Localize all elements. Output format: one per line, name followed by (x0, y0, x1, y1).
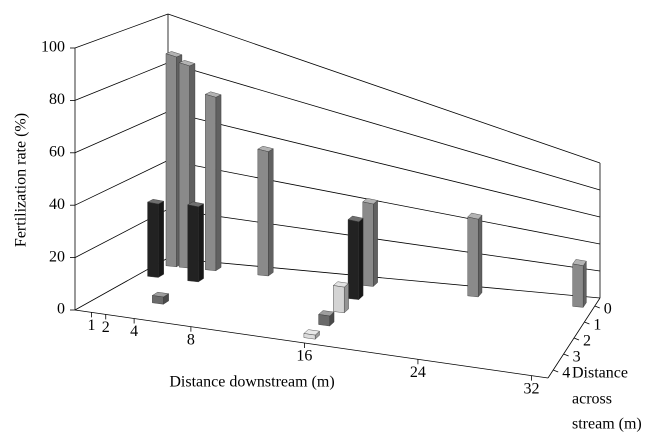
bar (467, 212, 483, 298)
x-tick-label: 24 (410, 364, 426, 381)
bar-front (205, 93, 217, 271)
z-tick (594, 305, 600, 309)
y-tick-label: 20 (49, 248, 65, 265)
bar-front (467, 216, 479, 298)
bar-front (303, 333, 316, 340)
z-tick-label: 4 (562, 365, 570, 382)
bar (151, 291, 170, 305)
bar-front (572, 263, 584, 308)
bar-side (478, 214, 483, 298)
grid-line (167, 257, 601, 299)
bar-front (147, 201, 159, 278)
grid-line (167, 13, 601, 164)
grid-line (74, 13, 169, 49)
grid-line (167, 111, 601, 218)
x-tick-label: 1 (88, 317, 96, 334)
bar (332, 281, 350, 314)
bar-side (268, 148, 274, 277)
bar-front (347, 219, 359, 300)
z-tick-label: 0 (604, 301, 612, 318)
bar-side (373, 200, 378, 287)
z-tick (553, 369, 559, 373)
z-tick-label: 3 (573, 349, 581, 366)
x-axis-label: Distance downstream (m) (169, 374, 334, 391)
z-tick-label: 1 (593, 317, 601, 334)
grid-line (167, 208, 601, 272)
bar (347, 215, 364, 301)
bar-front (257, 148, 269, 277)
bar-front (333, 285, 345, 314)
bar-front (178, 62, 190, 269)
bar (146, 199, 165, 278)
x-tick-label: 8 (187, 331, 195, 348)
bar (187, 201, 205, 283)
bar-side (582, 260, 587, 309)
bar-front (152, 295, 164, 305)
z-axis-label: stream (m) (572, 416, 642, 433)
bar-side (215, 94, 222, 272)
bar-front (362, 201, 374, 287)
y-tick-label: 100 (41, 39, 65, 56)
bar (257, 145, 274, 277)
bar-side (158, 200, 164, 278)
grid-line (74, 62, 169, 101)
bar-side (198, 203, 204, 283)
bar-front (318, 314, 330, 327)
z-tick (584, 321, 590, 325)
z-tick (573, 337, 580, 341)
y-tick-label: 60 (49, 143, 65, 160)
bar-side (358, 217, 364, 301)
bar (303, 329, 320, 340)
z-axis-label: across (572, 391, 612, 408)
z-tick-label: 2 (583, 333, 591, 350)
grid-line (167, 160, 601, 245)
bar (362, 198, 379, 287)
z-axis-label: Distance (572, 365, 628, 382)
y-tick-label: 40 (49, 196, 65, 213)
x-tick-label: 32 (523, 380, 539, 397)
grid-line (167, 62, 601, 191)
x-tick-label: 2 (102, 319, 110, 336)
bar-side (344, 282, 349, 314)
bar (204, 91, 222, 272)
bar-front (187, 204, 199, 283)
grid-line (74, 111, 169, 154)
x-tick-label: 16 (296, 348, 312, 365)
bar (318, 310, 335, 327)
x-tick-label: 4 (130, 323, 138, 340)
grid-line (74, 160, 169, 206)
floor-edge (74, 309, 549, 379)
y-tick-label: 80 (49, 91, 65, 108)
bar-front (165, 53, 177, 268)
y-axis-label: Fertilization rate (%) (13, 113, 30, 247)
z-tick (563, 353, 569, 357)
y-tick-label: 0 (57, 301, 65, 318)
bar (572, 259, 587, 309)
